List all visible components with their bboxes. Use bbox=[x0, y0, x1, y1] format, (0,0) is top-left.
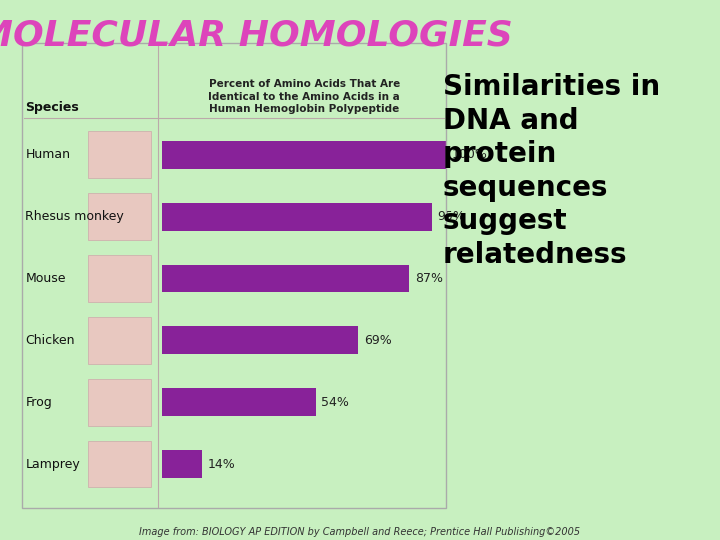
Text: Rhesus monkey: Rhesus monkey bbox=[25, 210, 124, 223]
FancyBboxPatch shape bbox=[162, 327, 359, 354]
Text: Frog: Frog bbox=[25, 396, 52, 409]
FancyBboxPatch shape bbox=[162, 450, 202, 478]
Text: 95%: 95% bbox=[438, 210, 466, 223]
FancyBboxPatch shape bbox=[88, 441, 151, 488]
Text: Image from: BIOLOGY AP EDITION by Campbell and Reece; Prentice Hall Publishing©2: Image from: BIOLOGY AP EDITION by Campbe… bbox=[140, 527, 580, 537]
FancyBboxPatch shape bbox=[88, 379, 151, 426]
FancyBboxPatch shape bbox=[88, 317, 151, 363]
Text: Chicken: Chicken bbox=[25, 334, 75, 347]
FancyBboxPatch shape bbox=[162, 202, 432, 231]
FancyBboxPatch shape bbox=[162, 388, 315, 416]
Text: Percent of Amino Acids That Are
Identical to the Amino Acids in a
Human Hemoglob: Percent of Amino Acids That Are Identica… bbox=[208, 79, 400, 114]
Text: 100%: 100% bbox=[452, 148, 488, 161]
Text: MOLECULAR HOMOLOGIES: MOLECULAR HOMOLOGIES bbox=[0, 19, 513, 53]
FancyBboxPatch shape bbox=[162, 141, 446, 168]
Text: 69%: 69% bbox=[364, 334, 392, 347]
Text: 14%: 14% bbox=[207, 458, 235, 471]
Text: Mouse: Mouse bbox=[25, 272, 66, 285]
Text: Human: Human bbox=[25, 148, 71, 161]
Text: 87%: 87% bbox=[415, 272, 443, 285]
Text: Similarities in
DNA and
protein
sequences
suggest
relatedness: Similarities in DNA and protein sequence… bbox=[443, 73, 660, 269]
Text: Lamprey: Lamprey bbox=[25, 458, 80, 471]
Text: Species: Species bbox=[25, 102, 79, 114]
FancyBboxPatch shape bbox=[88, 131, 151, 178]
FancyBboxPatch shape bbox=[88, 255, 151, 302]
FancyBboxPatch shape bbox=[162, 265, 410, 293]
FancyBboxPatch shape bbox=[88, 193, 151, 240]
Text: 54%: 54% bbox=[321, 396, 349, 409]
